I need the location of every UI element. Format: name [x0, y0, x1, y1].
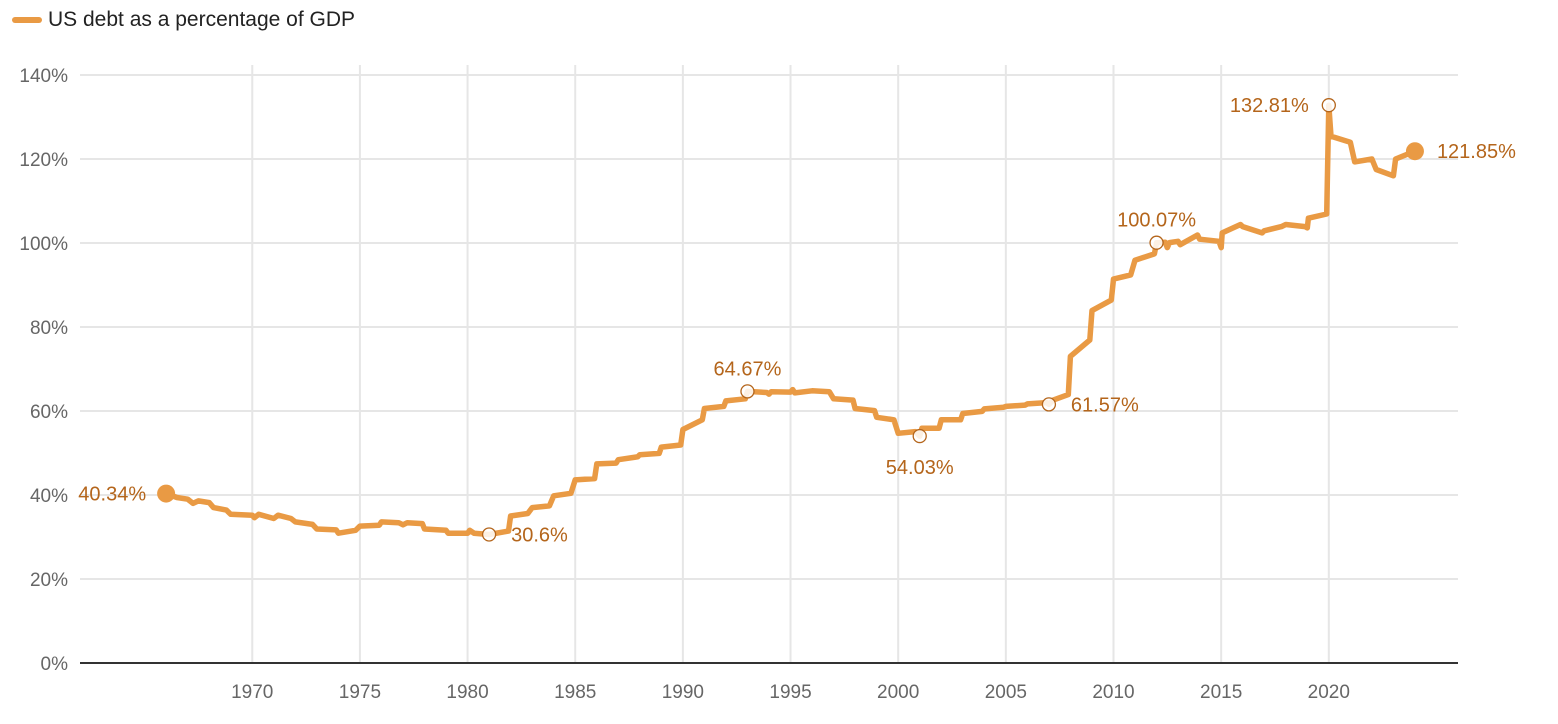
x-tick-label: 1970	[231, 682, 273, 703]
annotation-marker	[157, 484, 176, 503]
y-tick-label: 60%	[30, 402, 68, 423]
y-tick-label: 120%	[19, 150, 68, 171]
x-tick-label: 1985	[554, 682, 596, 703]
x-tick-label: 1995	[769, 682, 811, 703]
y-tick-label: 40%	[30, 486, 68, 507]
axes: 0% 20% 40% 60% 80% 100% 120% 140% 1970 1975 1980 19…	[19, 66, 1458, 703]
annotation-marker	[1041, 397, 1057, 412]
annotation-marker	[481, 527, 497, 542]
legend-swatch	[12, 17, 42, 23]
legend-label: US debt as a percentage of GDP	[48, 8, 356, 31]
data-label: 40.34%	[78, 484, 146, 506]
x-tick-label: 1980	[446, 682, 488, 703]
data-label: 54.03%	[886, 457, 954, 479]
y-tick-label: 80%	[30, 318, 68, 339]
annotation-marker	[912, 428, 927, 444]
y-tick-label: 100%	[19, 234, 68, 255]
annotation-marker	[1149, 235, 1164, 250]
x-tick-label: 2015	[1200, 682, 1242, 703]
x-tick-label: 2000	[877, 682, 919, 703]
annotations: 40.34% 30.6% 64.67% 54.03% 61.57% 100.07% 132.…	[78, 95, 1516, 546]
data-label: 121.85%	[1437, 141, 1516, 163]
x-tick-label: 1990	[662, 682, 704, 703]
x-tick-label: 2005	[985, 682, 1027, 703]
grid-lines	[80, 65, 1458, 663]
data-label: 132.81%	[1230, 95, 1309, 117]
data-label: 30.6%	[511, 524, 568, 546]
y-tick-label: 140%	[19, 66, 68, 87]
y-tick-label: 20%	[30, 570, 68, 591]
annotation-marker	[1321, 98, 1336, 113]
x-tick-label: 1975	[339, 682, 381, 703]
data-label: 100.07%	[1117, 210, 1196, 232]
data-label: 64.67%	[714, 358, 782, 380]
annotation-marker	[1405, 142, 1424, 161]
x-tick-label: 2020	[1308, 682, 1350, 703]
series-line	[163, 102, 1418, 538]
x-tick-label: 2010	[1092, 682, 1134, 703]
series-layer	[163, 102, 1418, 538]
legend: US debt as a percentage of GDP	[12, 8, 355, 32]
annotation-marker	[740, 384, 755, 399]
data-label: 61.57%	[1071, 394, 1139, 416]
y-tick-label: 0%	[41, 654, 69, 675]
